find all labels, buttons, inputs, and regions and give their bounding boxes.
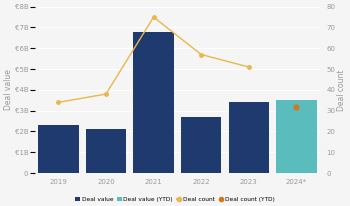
Bar [229, 102, 269, 173]
Y-axis label: Deal count: Deal count [337, 69, 346, 111]
Bar [86, 129, 126, 173]
Y-axis label: Deal value: Deal value [4, 69, 13, 110]
Bar [38, 125, 79, 173]
Bar [276, 100, 317, 173]
Legend: Deal value, Deal value (YTD), Deal count, Deal count (YTD): Deal value, Deal value (YTD), Deal count… [74, 196, 276, 203]
Bar [133, 32, 174, 173]
Bar [181, 117, 222, 173]
